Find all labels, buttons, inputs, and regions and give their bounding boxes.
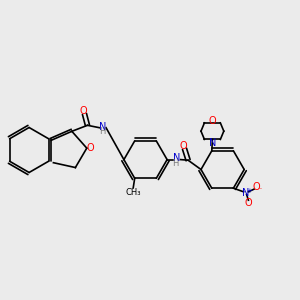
Text: O: O	[208, 116, 216, 126]
Text: H: H	[99, 128, 105, 136]
Text: H: H	[172, 159, 178, 168]
Text: +: +	[247, 188, 253, 194]
Text: O: O	[179, 141, 187, 151]
Text: ⁻: ⁻	[257, 185, 261, 194]
Text: N: N	[209, 138, 216, 148]
Text: O: O	[79, 106, 87, 116]
Text: N: N	[173, 153, 181, 164]
Text: O: O	[253, 182, 260, 192]
Text: O: O	[244, 198, 252, 208]
Text: O: O	[87, 143, 94, 153]
Text: CH₃: CH₃	[125, 188, 141, 197]
Text: N: N	[242, 188, 250, 198]
Text: N: N	[99, 122, 107, 132]
